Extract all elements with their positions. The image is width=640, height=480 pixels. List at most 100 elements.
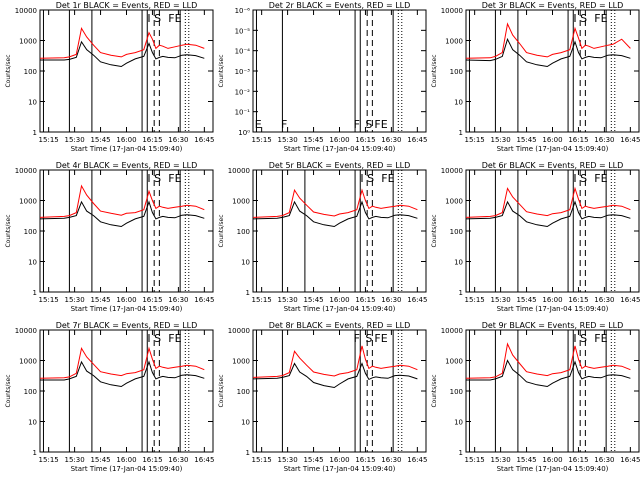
event-marker: S [154, 172, 161, 185]
event-marker: FE [381, 172, 394, 185]
panel-7: Det 7r BLACK = Events, RED = LLD 1 10 100 10… [5, 321, 214, 473]
panel-2: Det 2r BLACK = Events, RED = LLD 10⁰ 10⁻¹ 1… [218, 1, 427, 153]
series-line-events [252, 200, 418, 228]
y-tick-label: 10 [454, 99, 463, 107]
series-line-events [40, 40, 205, 68]
x-axis-label: Start Time (17-Jan-04 15:09:40) [284, 145, 396, 153]
x-tick-label: 16:00 [542, 456, 562, 464]
event-marker: S [365, 118, 372, 131]
x-tick-label: 16:30 [594, 136, 614, 144]
x-axis-label: Start Time (17-Jan-04 15:09:40) [497, 145, 609, 153]
event-marker: S [365, 332, 372, 345]
panel-8: Det 8r BLACK = Events, RED = LLD 1 10 100 10… [218, 321, 427, 473]
y-tick-label: 10⁰ [238, 129, 250, 137]
x-tick-label: 16:30 [381, 296, 401, 304]
y-tick-label: 10000 [15, 167, 37, 175]
x-tick-label: 15:15 [465, 296, 485, 304]
x-tick-label: 15:45 [516, 456, 536, 464]
event-marker: F [281, 118, 287, 131]
x-tick-label: 16:30 [381, 136, 401, 144]
event-marker: S [154, 12, 161, 25]
x-tick-label: 16:15 [355, 296, 375, 304]
y-tick-label: 1 [246, 449, 250, 457]
x-tick-label: 15:30 [65, 296, 85, 304]
y-tick-label: 10 [241, 259, 250, 267]
x-tick-label: 16:45 [194, 136, 214, 144]
event-marker: F [354, 118, 360, 131]
x-tick-label: 16:00 [542, 296, 562, 304]
x-tick-label: 15:45 [90, 456, 110, 464]
x-tick-label: 15:30 [491, 296, 511, 304]
y-tick-label: 10000 [441, 7, 463, 15]
panel-6: Det 6r BLACK = Events, RED = LLD 1 10 100 10… [431, 161, 640, 313]
x-tick-label: 16:45 [620, 456, 640, 464]
series-line-lld [39, 346, 205, 379]
x-tick-label: 16:30 [168, 456, 188, 464]
x-tick-label: 15:45 [516, 296, 536, 304]
x-tick-label: 15:45 [90, 296, 110, 304]
y-tick-label: 10 [28, 259, 37, 267]
y-tick-label: 100 [24, 68, 37, 76]
series-line-lld [252, 188, 418, 218]
x-tick-label: 15:30 [278, 296, 298, 304]
y-axis-label: Counts/sec [5, 374, 12, 407]
plot-frame [39, 169, 214, 293]
y-tick-label: 10000 [441, 167, 463, 175]
event-marker: S [580, 332, 587, 345]
x-tick-label: 15:15 [39, 296, 59, 304]
y-axis-label: Counts/sec [218, 54, 225, 87]
series-line-lld [465, 22, 631, 59]
x-tick-label: 15:45 [303, 456, 323, 464]
y-axis-label: Counts/sec [218, 214, 225, 247]
x-tick-label: 15:45 [303, 296, 323, 304]
series-line-lld [465, 186, 631, 218]
y-tick-label: 1 [246, 289, 250, 297]
panel-3: Det 3r BLACK = Events, RED = LLD 1 10 100 10… [431, 1, 640, 153]
panel-title: Det 2r BLACK = Events, RED = LLD [269, 1, 411, 10]
plot-frame [465, 329, 640, 453]
series-line-events [252, 362, 418, 389]
plot-frame [39, 9, 214, 133]
panel-title: Det 1r BLACK = Events, RED = LLD [56, 1, 198, 10]
y-tick-label: 1000 [19, 198, 37, 206]
x-tick-label: 16:15 [142, 296, 162, 304]
x-tick-label: 16:15 [142, 456, 162, 464]
y-tick-label: 100 [237, 228, 250, 236]
x-tick-label: 15:15 [252, 456, 272, 464]
panel-title: Det 3r BLACK = Events, RED = LLD [482, 1, 624, 10]
plot-frame [465, 169, 640, 293]
event-marker: I [147, 12, 150, 25]
y-tick-label: 1000 [232, 358, 250, 366]
event-marker: FE [374, 332, 387, 345]
y-axis-label: Counts/sec [431, 214, 438, 247]
x-axis-label: Start Time (17-Jan-04 15:09:40) [284, 465, 396, 473]
x-tick-label: 16:15 [355, 456, 375, 464]
y-tick-label: 10⁻⁵ [235, 27, 251, 35]
x-tick-label: 15:30 [491, 136, 511, 144]
event-marker: FE [168, 12, 181, 25]
panel-title: Det 8r BLACK = Events, RED = LLD [269, 321, 411, 330]
x-tick-label: 16:15 [142, 136, 162, 144]
plot-frame [252, 9, 427, 133]
y-tick-label: 1 [459, 129, 463, 137]
y-tick-label: 100 [24, 228, 37, 236]
x-tick-label: 16:00 [329, 296, 349, 304]
y-tick-label: 1 [33, 129, 37, 137]
series-line-events [39, 200, 205, 228]
x-axis-label: Start Time (17-Jan-04 15:09:40) [497, 305, 609, 313]
event-marker: I [147, 172, 150, 185]
y-axis-label: Counts/sec [218, 374, 225, 407]
plot-frame [465, 9, 640, 133]
plot-frame [252, 329, 427, 453]
y-tick-label: 10 [28, 419, 37, 427]
x-tick-label: 15:45 [90, 136, 110, 144]
series-line-lld [39, 184, 205, 218]
x-tick-label: 15:30 [65, 136, 85, 144]
series-line-events [465, 200, 631, 228]
event-marker: FE [594, 332, 607, 345]
panel-1: Det 1r BLACK = Events, RED = LLD 1 10 100 10… [5, 1, 214, 153]
x-tick-label: 16:45 [407, 136, 427, 144]
panel-title: Det 4r BLACK = Events, RED = LLD [56, 161, 198, 170]
x-tick-label: 16:15 [568, 456, 588, 464]
